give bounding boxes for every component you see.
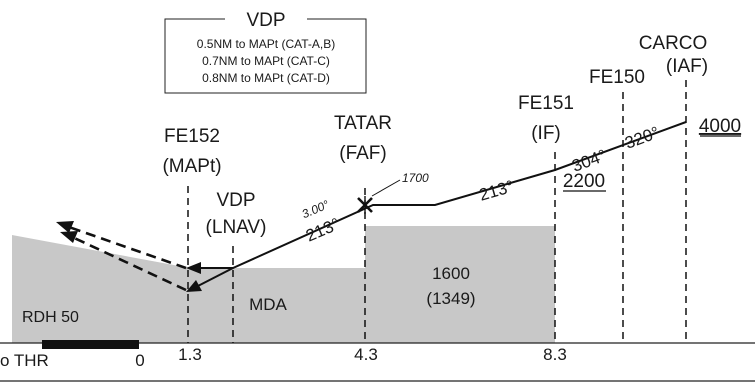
altitude-carco: 4000 xyxy=(699,116,741,137)
fix-name-fe151: FE151 xyxy=(518,93,574,114)
vdp-box-line-2: 0.7NM to MAPt (CAT-C) xyxy=(202,54,330,68)
missed-approach-arrowhead-upper xyxy=(56,221,74,233)
approach-path xyxy=(190,121,687,269)
fix-role-vdp-lnav: (LNAV) xyxy=(206,217,267,238)
course-seg1: 320° xyxy=(622,123,662,153)
vdp-box-title-mask xyxy=(225,10,307,26)
fix-name-fe150: FE150 xyxy=(589,67,645,88)
missed-approach-path-lower xyxy=(69,234,187,292)
terrain-mda-segment xyxy=(190,268,365,343)
altitude-tatar: 1700 xyxy=(402,171,429,185)
faf-maltese-cross-icon xyxy=(357,196,373,214)
altitude-fe151: 2200 xyxy=(563,171,605,192)
descent-to-mapt xyxy=(193,267,234,289)
fix-name-fe152: FE152 xyxy=(164,126,220,147)
mda-label: MDA xyxy=(249,295,287,314)
fix-name-tatar: TATAR xyxy=(334,113,392,134)
threshold-label: o THR xyxy=(0,351,49,370)
fix-name-vdp-lnav: VDP xyxy=(216,190,255,211)
missed-approach-path-upper xyxy=(65,224,187,270)
runway-bar xyxy=(42,340,139,349)
vdp-box-line-1: 0.5NM to MAPt (CAT-A,B) xyxy=(197,37,335,51)
rdh-label: RDH 50 xyxy=(22,309,79,326)
distance-fe152: 1.3 xyxy=(178,345,202,364)
distance-tatar: 4.3 xyxy=(354,345,378,364)
fix-role-fe151: (IF) xyxy=(531,123,561,144)
path-arrowhead-descent xyxy=(186,280,202,292)
missed-approach-arrowhead-lower xyxy=(60,231,78,243)
step-down-altitude: 1600 xyxy=(432,264,470,283)
path-arrowhead-level xyxy=(186,262,201,274)
vdp-box-title: VDP xyxy=(246,10,285,31)
fix-name-carco: CARCO xyxy=(639,33,708,54)
course-seg3: 213° xyxy=(477,177,516,205)
fix-role-tatar: (FAF) xyxy=(339,143,387,164)
fix-role-fe152: (MAPt) xyxy=(162,156,221,177)
vdp-info-box xyxy=(164,18,367,94)
vdp-box-line-3: 0.8NM to MAPt (CAT-D) xyxy=(202,71,330,85)
terrain-missed-approach-area xyxy=(12,235,190,343)
altitude-tatar-leader xyxy=(371,179,401,197)
distance-thr: 0 xyxy=(135,351,144,370)
terrain-step-down-segment xyxy=(365,226,555,343)
step-down-hat: (1349) xyxy=(426,289,475,308)
distance-fe151: 8.3 xyxy=(543,345,567,364)
fix-role-carco: (IAF) xyxy=(666,56,708,77)
